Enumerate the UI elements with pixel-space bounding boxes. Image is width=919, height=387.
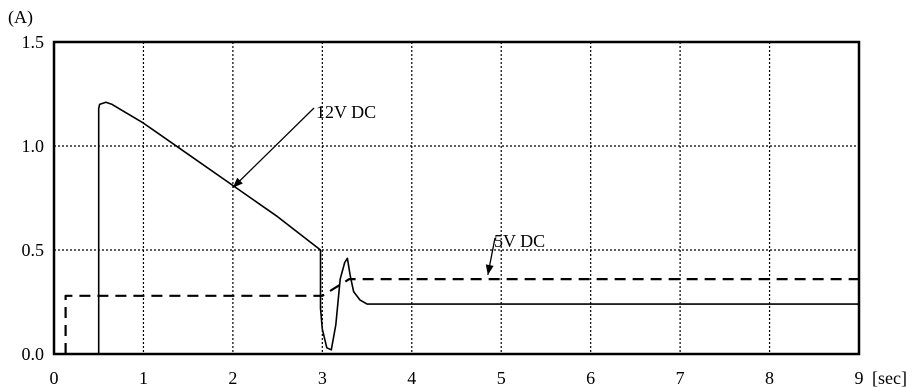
y-axis-label: (A)	[8, 7, 33, 28]
y-tick-label: 1.5	[22, 32, 45, 52]
tick-labels: 0 1 2 3 4 5 6 7 8 9 0.0 0.5 1.0 1.5	[22, 32, 864, 387]
x-tick-label: 5	[497, 368, 506, 387]
x-tick-label: 6	[586, 368, 595, 387]
annotation-arrowhead-1	[232, 177, 243, 188]
x-tick-label: 2	[228, 368, 237, 387]
annotation-arrowhead-2	[485, 264, 494, 275]
y-tick-label: 0.5	[22, 240, 45, 260]
x-tick-label: 4	[407, 368, 416, 387]
x-axis-label: [sec]	[872, 368, 907, 387]
y-tick-label: 1.0	[22, 136, 45, 156]
plot-frame	[52, 40, 861, 356]
y-tick-label: 0.0	[22, 344, 45, 364]
series-layer	[64, 101, 859, 354]
x-tick-label: 3	[318, 368, 327, 387]
annotation-label-1: 12V DC	[316, 102, 376, 122]
x-tick-label: 9	[855, 368, 864, 387]
annotations-layer: 12V DC 5V DC	[232, 102, 545, 276]
series-line-2	[64, 278, 859, 354]
series-line-1	[97, 101, 859, 354]
x-tick-label: 8	[765, 368, 774, 387]
x-tick-label: 7	[676, 368, 685, 387]
annotation-arrow-1	[232, 107, 315, 189]
annotation-label-2: 5V DC	[494, 231, 545, 251]
x-tick-label: 1	[139, 368, 148, 387]
grid-lines	[54, 42, 859, 354]
x-tick-label: 0	[50, 368, 59, 387]
